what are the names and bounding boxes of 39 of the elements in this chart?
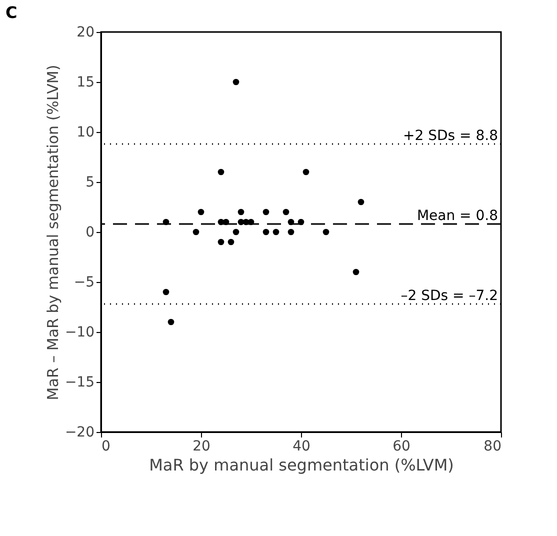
point	[218, 238, 224, 246]
point	[322, 228, 330, 236]
ref-line-label: Mean = 0.8	[416, 208, 498, 224]
point	[302, 168, 310, 176]
ref-line-label: +2 SDs = 8.8	[403, 128, 498, 144]
point	[192, 228, 200, 236]
x-tick-label: 60	[392, 438, 410, 454]
y-tick-label: 5	[86, 174, 94, 190]
point	[162, 288, 170, 296]
point	[272, 228, 280, 236]
point	[198, 208, 204, 216]
ref-line-label: –2 SDs = –7.2	[400, 288, 498, 304]
x-tick-label: 80	[484, 438, 502, 454]
point	[218, 168, 224, 176]
point	[288, 228, 294, 236]
y-tick-label: −10	[64, 324, 94, 340]
x-tick-label: 40	[292, 438, 310, 454]
chart-title: C	[5, 3, 18, 22]
point	[232, 228, 240, 236]
y-tick-label: 20	[76, 24, 94, 40]
y-tick-label: 10	[76, 124, 94, 140]
point	[352, 268, 360, 276]
y-tick-label: 0	[86, 224, 94, 240]
point	[238, 208, 244, 216]
point	[228, 238, 234, 246]
point	[168, 318, 174, 326]
x-axis-title: MaR by manual segmentation (%LVM)	[149, 456, 454, 474]
point	[282, 208, 290, 216]
y-tick-label: −5	[74, 274, 94, 290]
x-tick-label: 20	[192, 438, 210, 454]
y-axis-title: MaR – MaR by manual segmentation (%LVM)	[44, 64, 62, 400]
y-tick-label: −20	[64, 424, 94, 440]
point	[262, 228, 270, 236]
point	[262, 208, 270, 216]
y-tick-label: 15	[76, 74, 94, 90]
point	[358, 198, 364, 206]
point	[232, 78, 240, 86]
x-tick-label: 0	[102, 438, 110, 454]
y-tick-label: −15	[64, 374, 94, 390]
